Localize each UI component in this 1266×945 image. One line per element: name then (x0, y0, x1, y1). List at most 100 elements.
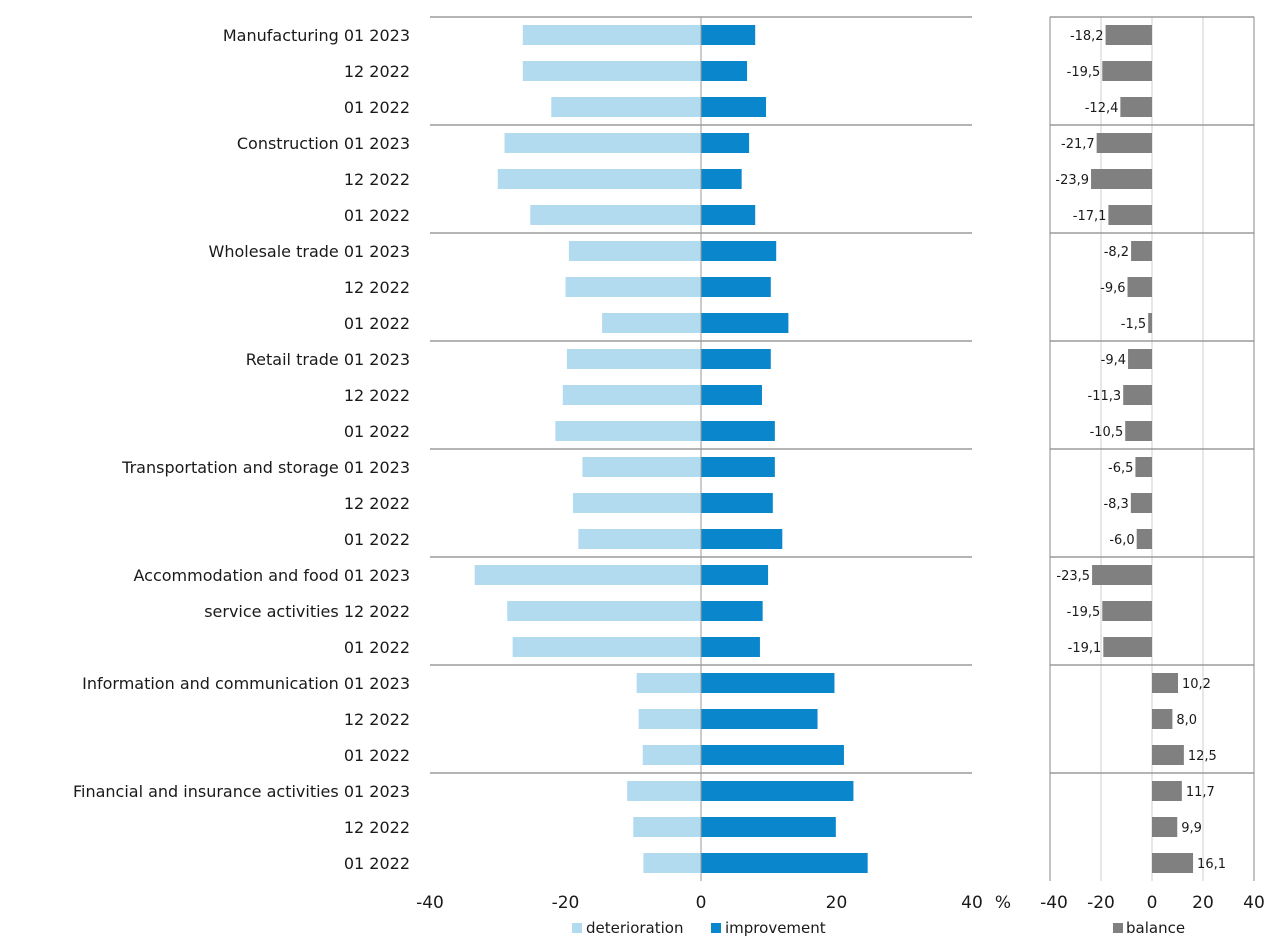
balance-value-label: -6,0 (1109, 533, 1134, 548)
balance-value-label: -9,4 (1101, 353, 1126, 368)
period-label: 01 2023 (344, 782, 410, 801)
legend-label-improvement: improvement (725, 919, 826, 937)
bar-balance (1152, 781, 1182, 801)
period-label: 12 2022 (344, 386, 410, 405)
bar-deterioration (562, 385, 701, 405)
bar-balance (1127, 277, 1152, 297)
balance-value-label: -17,1 (1073, 209, 1107, 224)
balance-value-label: -23,9 (1055, 173, 1089, 188)
bar-deterioration (568, 241, 701, 261)
bar-deterioration (555, 421, 701, 441)
bar-balance (1123, 385, 1152, 405)
bar-balance (1152, 709, 1173, 729)
period-label: 01 2022 (344, 422, 410, 441)
category-label: service activities 12 2022 (204, 602, 410, 621)
bar-balance (1102, 601, 1152, 621)
period-label: 01 2022 (344, 314, 410, 333)
bar-improvement (701, 709, 818, 729)
balance-value-label: -1,5 (1121, 317, 1146, 332)
bar-improvement (701, 493, 773, 513)
period-label: 12 2022 (344, 62, 410, 81)
category-label: Accommodation and food 01 2023 (133, 566, 410, 585)
bar-improvement (701, 97, 767, 117)
bar-deterioration (566, 349, 701, 369)
bar-deterioration (638, 709, 701, 729)
category-label: 12 2022 (344, 170, 410, 189)
bar-improvement (701, 25, 756, 45)
balance-value-label: -11,3 (1088, 389, 1122, 404)
bar-deterioration (497, 169, 701, 189)
period-label: 01 2023 (344, 566, 410, 585)
legend-swatch-balance (1113, 923, 1123, 933)
balance-x-tick-label: -20 (1087, 893, 1115, 913)
category-label: 12 2022 (344, 278, 410, 297)
category-label: 01 2022 (344, 638, 410, 657)
bar-deterioration (530, 205, 701, 225)
category-label: Financial and insurance activities 01 20… (73, 782, 410, 801)
period-label: 12 2022 (344, 818, 410, 837)
balance-value-label: 16,1 (1197, 857, 1226, 872)
bar-improvement (701, 781, 854, 801)
x-tick-label: 40 (961, 893, 983, 913)
category-label: Transportation and storage 01 2023 (121, 458, 410, 477)
balance-x-tick-label: 40 (1243, 893, 1265, 913)
group-label: Wholesale trade (209, 242, 344, 261)
bar-deterioration (572, 493, 701, 513)
bar-improvement (701, 61, 748, 81)
bar-deterioration (636, 673, 701, 693)
period-label: 12 2022 (344, 710, 410, 729)
bar-balance (1105, 25, 1152, 45)
bar-deterioration (578, 529, 701, 549)
bar-balance (1152, 817, 1178, 837)
group-label: Accommodation and food (133, 566, 343, 585)
balance-value-label: -23,5 (1056, 569, 1090, 584)
bar-improvement (701, 853, 868, 873)
bar-balance (1152, 673, 1179, 693)
category-label: 01 2022 (344, 422, 410, 441)
balance-value-label: 10,2 (1182, 677, 1211, 692)
category-label: 12 2022 (344, 494, 410, 513)
category-label: Information and communication 01 2023 (82, 674, 410, 693)
bar-improvement (701, 421, 775, 441)
balance-value-label: 11,7 (1186, 785, 1215, 800)
legend-label-deterioration: deterioration (586, 919, 683, 937)
x-tick-label: 20 (826, 893, 848, 913)
period-label: 01 2022 (344, 746, 410, 765)
balance-value-label: -21,7 (1061, 137, 1095, 152)
bar-improvement (701, 313, 789, 333)
category-label: Construction 01 2023 (237, 134, 410, 153)
bar-improvement (701, 529, 783, 549)
bar-deterioration (551, 97, 701, 117)
category-label: 12 2022 (344, 818, 410, 837)
group-label: Financial and insurance activities (73, 782, 344, 801)
x-tick-label: -40 (416, 893, 444, 913)
period-label: 12 2022 (344, 278, 410, 297)
bar-deterioration (565, 277, 701, 297)
bar-improvement (701, 601, 763, 621)
category-label: 12 2022 (344, 62, 410, 81)
category-label: 01 2022 (344, 530, 410, 549)
group-label: Retail trade (246, 350, 344, 369)
group-label: Manufacturing (223, 26, 344, 45)
balance-value-label: -19,1 (1068, 641, 1102, 656)
bar-deterioration (522, 61, 701, 81)
bar-balance (1120, 97, 1152, 117)
bar-balance (1131, 241, 1152, 261)
category-label: 01 2022 (344, 854, 410, 873)
period-label: 12 2022 (344, 170, 410, 189)
category-label: 01 2022 (344, 314, 410, 333)
bar-deterioration (642, 745, 701, 765)
bar-improvement (701, 277, 771, 297)
bar-balance (1135, 457, 1152, 477)
balance-x-tick-label: 20 (1192, 893, 1214, 913)
bar-balance (1148, 313, 1152, 333)
bar-balance (1152, 745, 1184, 765)
bar-balance (1102, 61, 1152, 81)
group-label: Construction (237, 134, 344, 153)
period-label: 01 2023 (344, 458, 410, 477)
bar-deterioration (643, 853, 701, 873)
balance-value-label: -10,5 (1090, 425, 1124, 440)
balance-value-label: -12,4 (1085, 101, 1119, 116)
balance-x-tick-label: 0 (1147, 893, 1158, 913)
